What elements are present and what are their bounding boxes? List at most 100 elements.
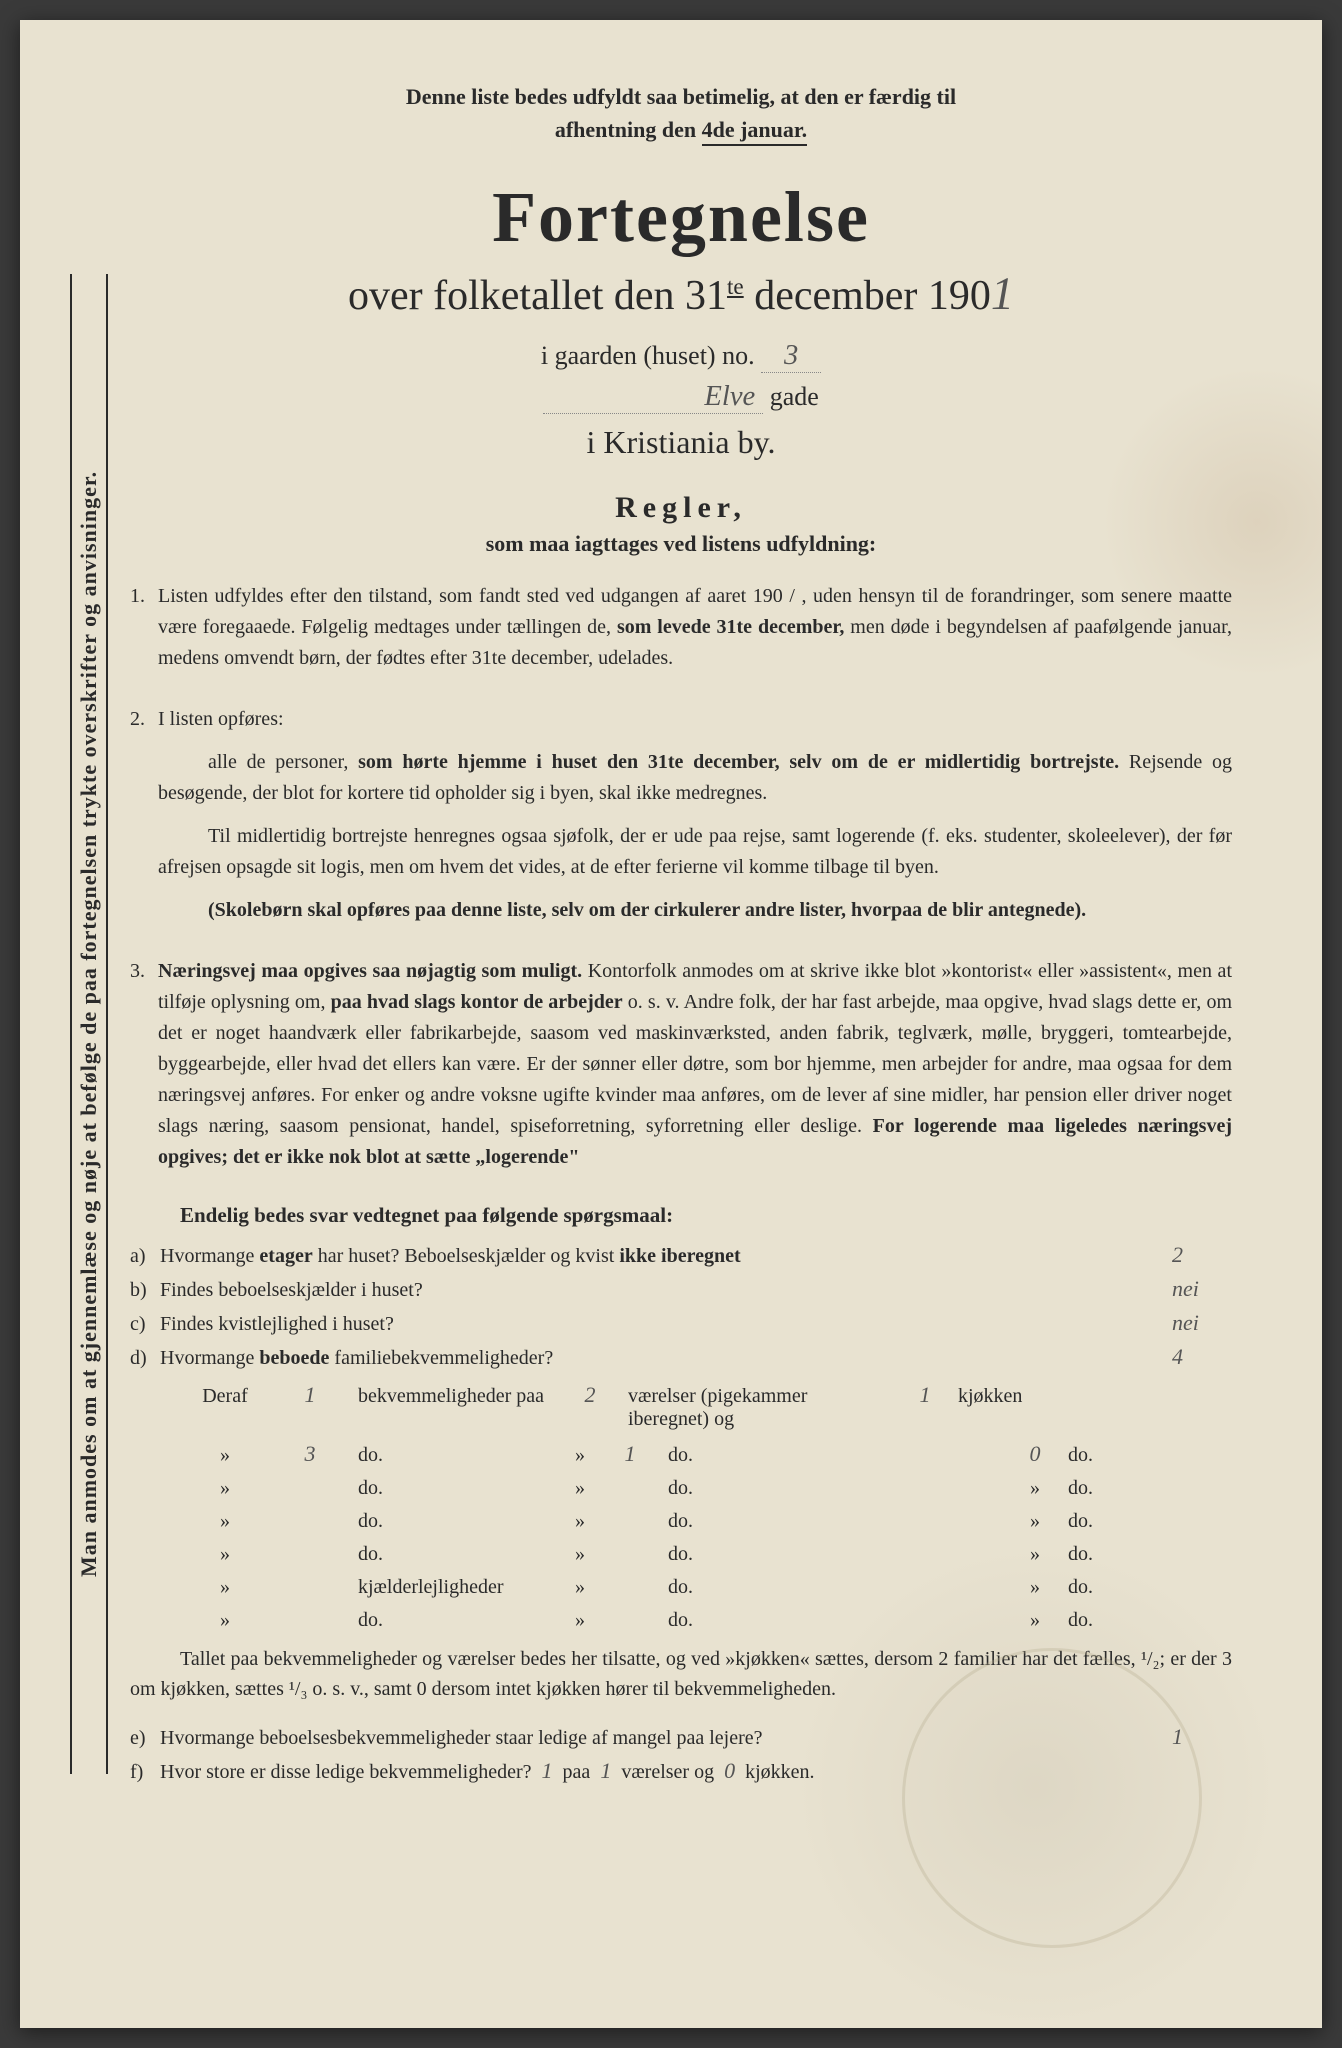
accom-kjok: » (1010, 1543, 1060, 1566)
accom-do3: do. (1060, 1477, 1160, 1500)
accom-header-kjok: kjøkken (950, 1385, 1050, 1408)
accom-quote2: » (560, 1609, 600, 1632)
accom-quote2: » (560, 1543, 600, 1566)
question-label: f) (130, 1761, 160, 1784)
accom-do3: do. (1060, 1609, 1160, 1632)
question-text: Findes beboelseskjælder i huset? (160, 1279, 1152, 1302)
accom-do: do. (350, 1444, 560, 1467)
accom-do: do. (350, 1609, 560, 1632)
question-label: d) (130, 1347, 160, 1370)
accom-do: do. (350, 1477, 560, 1500)
accom-do: do. (350, 1543, 560, 1566)
rule-number: 1. (130, 581, 158, 686)
rule-paragraph: Til midlertidig bortrejste henregnes ogs… (158, 821, 1232, 883)
accom-do2: do. (660, 1543, 730, 1566)
accom-header-val: 1 (270, 1382, 350, 1408)
accom-header-kjok-val: 1 (900, 1382, 950, 1408)
question-label: a) (130, 1245, 160, 1268)
accom-row: » do. » do. » do. (180, 1510, 1232, 1533)
rule-body: Listen udfyldes efter den tilstand, som … (158, 581, 1232, 686)
accom-header-rooms: 2 (560, 1382, 620, 1408)
accom-row: » do. » do. » do. (180, 1543, 1232, 1566)
year-handwritten: 1 (991, 268, 1014, 319)
questions-block-2: e) Hvormange beboelsesbekvemmeligheder s… (130, 1724, 1232, 1784)
accom-do2: do. (660, 1477, 730, 1500)
accom-do3: do. (1060, 1576, 1160, 1599)
accom-rooms: 1 (600, 1441, 660, 1467)
question-label: e) (130, 1727, 160, 1750)
accom-do2: do. (660, 1444, 730, 1467)
accom-count: 3 (270, 1441, 350, 1467)
accom-do2: do. (660, 1609, 730, 1632)
accom-quote: » (180, 1477, 270, 1500)
rule-paragraph: Næringsvej maa opgives saa nøjagtig som … (158, 956, 1232, 1173)
rule-paragraph: (Skolebørn skal opføres paa denne liste,… (158, 895, 1232, 926)
address-prefix: i gaarden (huset) no. (541, 341, 755, 370)
question-answer: nei (1172, 1310, 1232, 1336)
rules-heading: Regler, (130, 491, 1232, 525)
rule-number: 3. (130, 956, 158, 1185)
accom-quote: » (180, 1543, 270, 1566)
address-line-1: i gaarden (huset) no. 3 (130, 340, 1232, 373)
rule-body: Næringsvej maa opgives saa nøjagtig som … (158, 956, 1232, 1185)
accommodations-table: Deraf 1 bekvemmeligheder paa 2 værelser … (180, 1382, 1232, 1632)
house-number-field: 3 (761, 340, 821, 373)
accom-quote: » (180, 1444, 270, 1467)
address-line-2: Elve gade (130, 381, 1232, 414)
accom-quote: » (180, 1609, 270, 1632)
footer-note: Tallet paa bekvemmeligheder og værelser … (130, 1644, 1232, 1704)
rule-item: 1.Listen udfyldes efter den tilstand, so… (130, 581, 1232, 686)
top-note-deadline: 4de januar. (702, 117, 808, 146)
accom-header-row: Deraf 1 bekvemmeligheder paa 2 værelser … (180, 1382, 1232, 1431)
accom-do3: do. (1060, 1543, 1160, 1566)
subtitle-sup: te (727, 273, 744, 299)
question-row: d) Hvormange beboede familiebekvemmeligh… (130, 1344, 1232, 1370)
accom-do3: do. (1060, 1444, 1160, 1467)
answer-f2: 1 (600, 1758, 611, 1783)
accom-header-bekv: bekvemmeligheder paa (350, 1385, 560, 1408)
questions-block: a) Hvormange etager har huset? Beboelses… (130, 1242, 1232, 1370)
subtitle-pre: over folketallet den 31 (348, 273, 727, 319)
accom-row: » 3 do. » 1 do. 0 do. (180, 1441, 1232, 1467)
sidebar-instruction: Man anmodes om at gjennemlæse og nøje at… (70, 274, 108, 1774)
accom-kjok: 0 (1010, 1441, 1060, 1467)
question-answer: nei (1172, 1276, 1232, 1302)
street-field: Elve (543, 381, 763, 414)
accom-do2: do. (660, 1576, 730, 1599)
accom-quote2: » (560, 1477, 600, 1500)
accom-header-vaer: værelser (pigekammer iberegnet) og (620, 1385, 900, 1431)
accom-row: » do. » do. » do. (180, 1609, 1232, 1632)
question-row: f) Hvor store er disse ledige bekvemmeli… (130, 1758, 1232, 1784)
accom-quote: » (180, 1510, 270, 1533)
accom-kjok: » (1010, 1477, 1060, 1500)
top-note-line2-pre: afhentning den (555, 117, 702, 142)
rules-subheading: som maa iagttages ved listens udfyldning… (130, 531, 1232, 557)
accom-kjok: » (1010, 1576, 1060, 1599)
question-row: a) Hvormange etager har huset? Beboelses… (130, 1242, 1232, 1268)
question-answer: 4 (1172, 1344, 1232, 1370)
question-answer: 2 (1172, 1242, 1232, 1268)
accom-quote2: » (560, 1510, 600, 1533)
top-note: Denne liste bedes udfyldt saa betimelig,… (230, 80, 1132, 146)
accom-do: do. (350, 1510, 560, 1533)
accom-kjok: » (1010, 1510, 1060, 1533)
question-text: Hvormange beboede familiebekvemmelighede… (160, 1347, 1152, 1370)
accom-do3: do. (1060, 1510, 1160, 1533)
top-note-line1: Denne liste bedes udfyldt saa betimelig,… (406, 84, 956, 109)
main-title: Fortegnelse (130, 176, 1232, 259)
subtitle: over folketallet den 31te december 1901 (130, 267, 1232, 320)
question-label: c) (130, 1313, 160, 1336)
accom-do2: do. (660, 1510, 730, 1533)
accom-row: » kjælderlejligheder » do. » do. (180, 1576, 1232, 1599)
rule-paragraph: I listen opføres: (158, 704, 1232, 735)
question-row: e) Hvormange beboelsesbekvemmeligheder s… (130, 1724, 1232, 1750)
question-row: b) Findes beboelseskjælder i huset? nei (130, 1276, 1232, 1302)
rule-body: I listen opføres: alle de personer, som h… (158, 704, 1232, 938)
accom-quote: » (180, 1576, 270, 1599)
question-label: b) (130, 1279, 160, 1302)
question-text: Findes kvistlejlighed i huset? (160, 1313, 1152, 1336)
question-answer: 1 (1172, 1724, 1232, 1750)
rule-item: 2.I listen opføres:alle de personer, som… (130, 704, 1232, 938)
rule-paragraph: alle de personer, som hørte hjemme i hus… (158, 747, 1232, 809)
question-row: c) Findes kvistlejlighed i huset? nei (130, 1310, 1232, 1336)
